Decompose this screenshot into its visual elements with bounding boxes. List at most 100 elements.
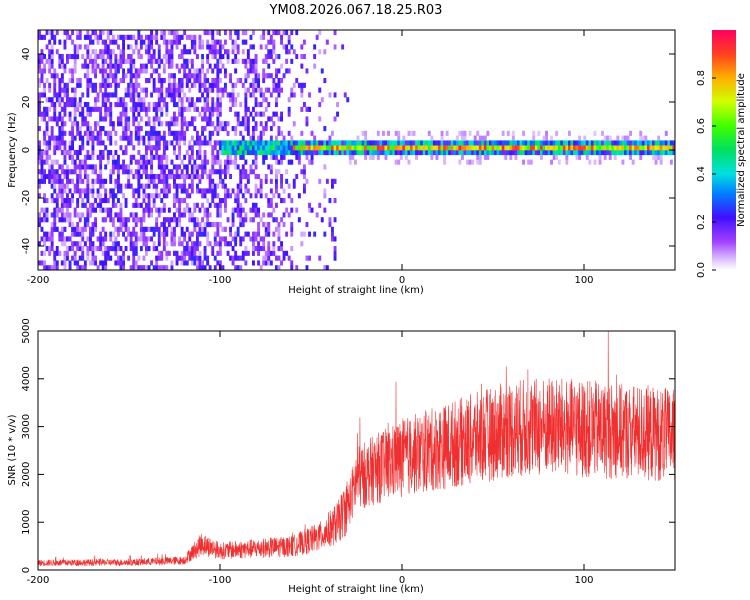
spectrogram-cell — [364, 130, 367, 136]
spectrogram-cell — [170, 58, 174, 64]
spectrogram-cell — [394, 145, 398, 151]
spectrogram-cell — [183, 174, 187, 180]
spectrogram-cell — [246, 54, 250, 60]
spectrogram-cell — [142, 193, 146, 199]
spectrogram-cell — [180, 126, 184, 132]
spectrogram-cell — [145, 92, 148, 98]
spectrogram-cell — [73, 121, 77, 127]
spectrogram-cell — [280, 183, 283, 189]
spectrogram-cell — [165, 226, 169, 232]
spectrogram-cell — [160, 87, 164, 93]
spectrogram-cell — [366, 150, 370, 156]
spectrogram-cell — [267, 255, 271, 261]
spectrogram-cell — [157, 49, 161, 55]
spectrogram-cell — [134, 44, 138, 50]
spectrogram-cell — [252, 63, 255, 69]
spectrogram-cell — [527, 140, 531, 146]
spectrogram-cell — [58, 236, 62, 242]
spectrogram-cell — [356, 135, 360, 141]
spectrogram-cell — [43, 140, 46, 146]
spectrogram-cell — [170, 30, 174, 36]
spectrogram-cell — [234, 126, 238, 132]
spectrogram-cell — [285, 30, 289, 36]
spectrogram-cell — [603, 154, 607, 160]
spectrogram-cell — [91, 49, 95, 55]
spectrogram-cell — [157, 212, 161, 218]
spectrogram-cell — [262, 126, 266, 132]
spectrogram-cell — [476, 130, 480, 136]
spectrogram-cell — [145, 68, 148, 74]
spectrogram-cell — [60, 236, 64, 242]
spectrogram-cell — [53, 169, 57, 175]
spectrogram-cell — [134, 135, 138, 141]
spectrogram-cell — [185, 174, 189, 180]
spectrogram-cell — [216, 63, 220, 69]
spectrogram-cell — [178, 97, 181, 103]
spectrogram-cell — [124, 164, 128, 170]
spectrogram-cell — [259, 183, 263, 189]
spectrogram-cell — [649, 145, 653, 151]
spectrogram-cell — [201, 169, 204, 175]
spectrogram-cell — [629, 130, 632, 136]
spectrogram-cell — [162, 188, 166, 194]
spectrogram-cell — [540, 140, 543, 146]
spectrogram-cell — [664, 150, 668, 156]
spectrogram-cell — [318, 145, 322, 151]
spectrogram-cell — [331, 231, 334, 237]
spectrogram-cell — [142, 241, 146, 247]
spectrogram-cell — [463, 145, 467, 151]
spectrogram-cell — [626, 140, 630, 146]
spectrogram-cell — [94, 30, 97, 36]
spectrogram-cell — [76, 265, 80, 270]
spectrogram-cell — [60, 212, 64, 218]
spectrogram-cell — [160, 207, 164, 213]
spectrogram-cell — [254, 126, 258, 132]
spectrogram-cell — [160, 169, 164, 175]
spectrogram-cell — [190, 188, 194, 194]
spectrogram-cell — [323, 193, 327, 199]
spectrogram-cell — [246, 174, 250, 180]
spectrogram-cell — [73, 97, 77, 103]
spectrogram-cell — [254, 121, 258, 127]
spectrogram-cell — [244, 250, 248, 256]
spectrogram-cell — [229, 140, 232, 146]
spectrogram-cell — [134, 39, 138, 45]
spectrogram-cell — [104, 265, 108, 270]
spectrogram-cell — [267, 116, 271, 122]
spectrogram-cell — [180, 97, 184, 103]
spectrogram-cell — [198, 73, 202, 79]
spectrogram-cell — [71, 87, 74, 93]
spectrogram-cell — [213, 63, 217, 69]
spectrogram-cell — [78, 44, 82, 50]
spectrogram-cell — [55, 159, 59, 165]
spectrogram-cell — [254, 111, 258, 117]
spectrogram-cell — [50, 44, 54, 50]
spectrogram-cell — [654, 159, 658, 165]
spectrogram-cell — [218, 87, 222, 93]
spectrogram-cell — [106, 34, 110, 40]
spectrogram-cell — [318, 202, 322, 208]
spectrogram-cell — [621, 135, 625, 141]
spectrogram-cell — [514, 150, 518, 156]
spectrogram-cell — [593, 150, 597, 156]
spectrogram-cell — [145, 236, 148, 242]
spectrogram-cell — [170, 97, 174, 103]
spectrogram-cell — [596, 145, 599, 151]
spectrogram-cell — [152, 102, 156, 108]
spectrogram-cell — [81, 231, 85, 237]
spectrogram-cell — [244, 174, 248, 180]
spectrogram-cell — [236, 226, 240, 232]
spectrogram-cell — [127, 126, 131, 132]
spectrogram-cell — [162, 178, 166, 184]
spectrogram-cell — [471, 150, 475, 156]
spectrogram-cell — [463, 140, 467, 146]
spectrogram-cell — [96, 54, 100, 60]
spectrogram-cell — [262, 111, 266, 117]
spectrogram-cell — [73, 231, 77, 237]
spectrogram-cell — [114, 226, 118, 232]
spectrogram-cell — [259, 178, 263, 184]
spectrogram-cell — [226, 145, 230, 151]
spectrogram-cell — [68, 265, 72, 270]
spectrogram-cell — [280, 140, 283, 146]
spectrogram-cell — [173, 241, 176, 247]
